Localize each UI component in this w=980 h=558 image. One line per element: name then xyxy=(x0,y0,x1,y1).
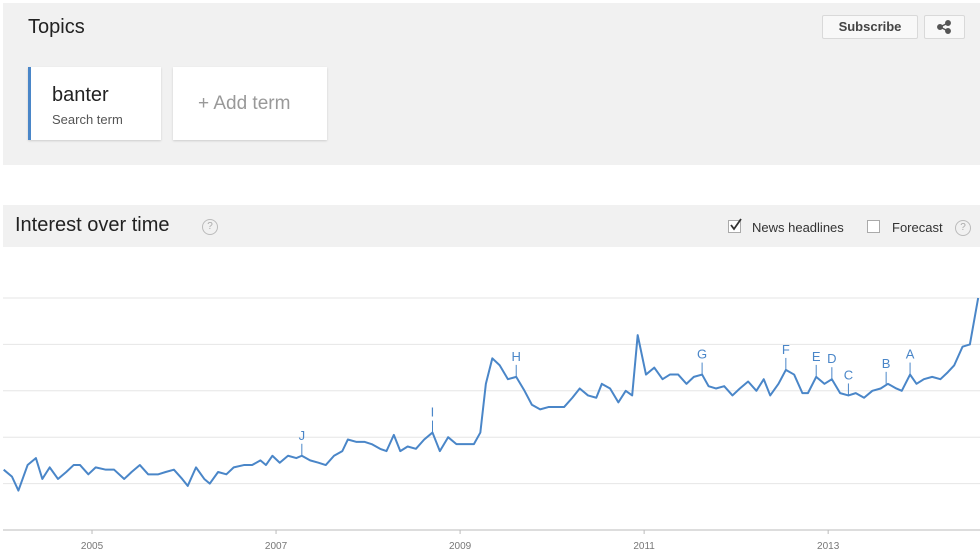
news-label: News headlines xyxy=(752,220,844,235)
annotation-label[interactable]: E xyxy=(812,349,821,364)
x-tick-label: 2013 xyxy=(817,541,840,552)
annotation-label[interactable]: I xyxy=(431,405,435,420)
add-term: + Add term xyxy=(198,93,291,114)
news-checkbox[interactable] xyxy=(728,218,742,233)
help-icon[interactable]: ? xyxy=(955,220,971,236)
help-icon[interactable]: ? xyxy=(202,219,218,235)
annotation-label[interactable]: C xyxy=(844,367,853,382)
add-term-card[interactable]: + Add term xyxy=(173,67,327,140)
x-tick-label: 2007 xyxy=(265,541,288,552)
annotation-label[interactable]: J xyxy=(299,428,306,443)
forecast-checkbox[interactable] xyxy=(867,220,880,233)
topics-panel xyxy=(3,3,980,165)
trend-line xyxy=(3,297,980,492)
share-button[interactable] xyxy=(924,15,965,39)
section-header xyxy=(3,205,980,247)
share-icon xyxy=(937,20,951,34)
annotation-label[interactable]: D xyxy=(827,351,836,366)
annotation-label[interactable]: H xyxy=(512,349,521,364)
term-card[interactable]: banter Search term xyxy=(28,67,161,140)
topics-title: Topics xyxy=(28,16,85,38)
checkmark xyxy=(730,218,742,231)
annotation-label[interactable]: A xyxy=(906,347,915,362)
x-tick-label: 2009 xyxy=(449,541,472,552)
term-label: banter xyxy=(52,84,109,106)
x-tick-label: 2005 xyxy=(81,541,104,552)
annotation-label[interactable]: G xyxy=(697,347,707,362)
subscribe-button[interactable]: Subscribe xyxy=(822,15,918,39)
annotation-label[interactable]: B xyxy=(882,356,891,371)
x-tick-label: 2011 xyxy=(633,541,655,552)
annotation-label[interactable]: F xyxy=(782,342,790,357)
forecast-label: Forecast xyxy=(892,220,943,235)
term-kind: Search term xyxy=(52,112,123,127)
section-title: Interest over time xyxy=(15,214,170,236)
